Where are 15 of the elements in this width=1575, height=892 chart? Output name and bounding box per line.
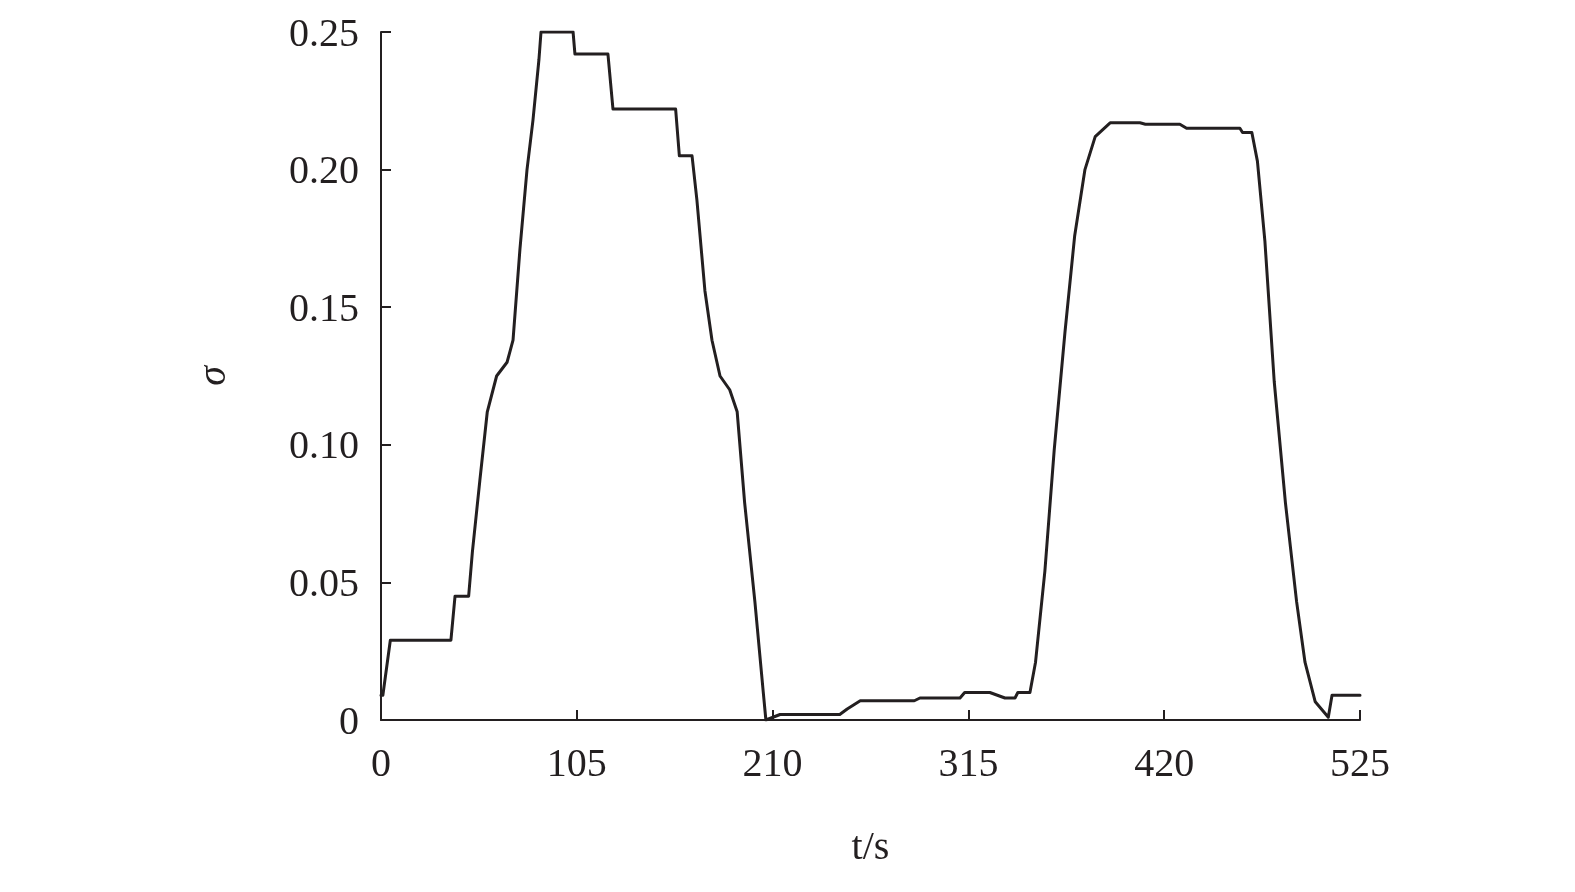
y-tick-label: 0.25	[289, 9, 359, 55]
x-tick-label: 525	[1330, 739, 1390, 785]
line-series	[379, 30, 1362, 722]
x-tick-label: 210	[742, 739, 803, 785]
x-tick-label: 315	[938, 739, 999, 785]
x-tick-label: 0	[371, 739, 391, 785]
y-tick-label: 0.15	[289, 284, 359, 330]
x-tick-label: 105	[546, 739, 607, 785]
x-tick-label: 420	[1134, 739, 1195, 785]
y-axis-title: σ	[188, 364, 234, 386]
y-tick-label: 0	[339, 697, 359, 743]
y-tick-label: 0.20	[289, 147, 359, 193]
y-tick-label: 0.05	[289, 559, 359, 605]
x-axis-title: t/s	[851, 822, 890, 868]
y-tick-label: 0.10	[289, 422, 359, 468]
